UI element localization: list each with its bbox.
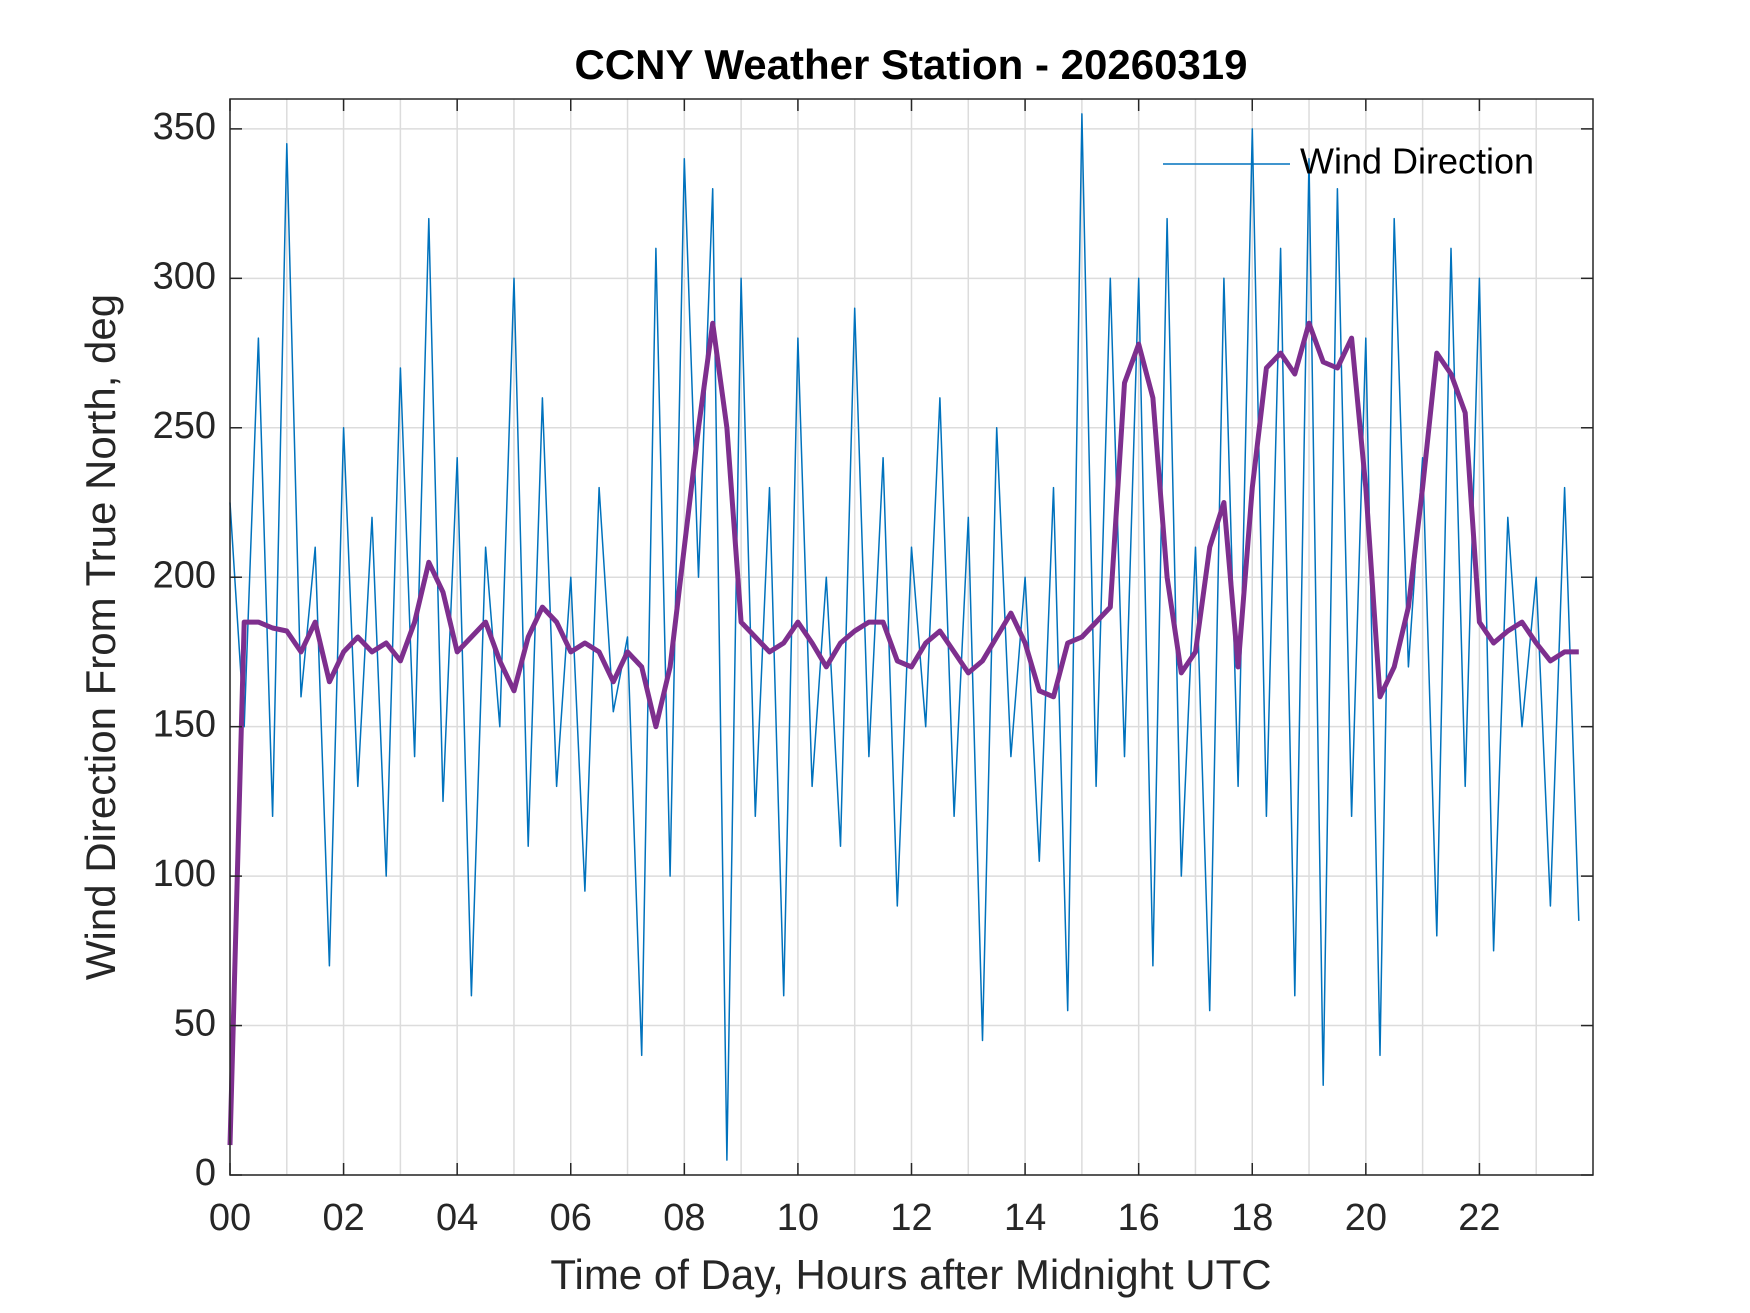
y-tick-label: 150	[153, 704, 216, 746]
x-tick-label: 04	[436, 1197, 478, 1239]
data-line	[229, 113, 1580, 1161]
y-tick-label: 100	[153, 853, 216, 895]
x-tick-label: 06	[550, 1197, 592, 1239]
y-tick-label: 250	[153, 405, 216, 447]
y-tick-label: 0	[195, 1152, 216, 1194]
y-tick-label: 50	[174, 1003, 216, 1045]
x-tick-label: 08	[663, 1197, 705, 1239]
x-tick-label: 10	[777, 1197, 819, 1239]
x-tick-label: 18	[1231, 1197, 1273, 1239]
x-tick-label: 12	[890, 1197, 932, 1239]
x-axis-label: Time of Day, Hours after Midnight UTC	[550, 1251, 1271, 1298]
x-tick-label: 22	[1458, 1197, 1500, 1239]
chart-title: CCNY Weather Station - 20260319	[574, 41, 1247, 88]
x-tick-label: 02	[322, 1197, 364, 1239]
y-tick-label: 200	[153, 554, 216, 596]
y-axis-label: Wind Direction From True North, deg	[77, 294, 124, 980]
y-tick-label: 300	[153, 255, 216, 297]
legend-label: Wind Direction	[1300, 141, 1534, 182]
y-tick-label: 350	[153, 106, 216, 148]
x-tick-label: 14	[1004, 1197, 1046, 1239]
x-tick-label: 20	[1345, 1197, 1387, 1239]
data-line	[227, 320, 1579, 1146]
x-tick-label: 16	[1118, 1197, 1160, 1239]
x-tick-label: 00	[209, 1197, 251, 1239]
